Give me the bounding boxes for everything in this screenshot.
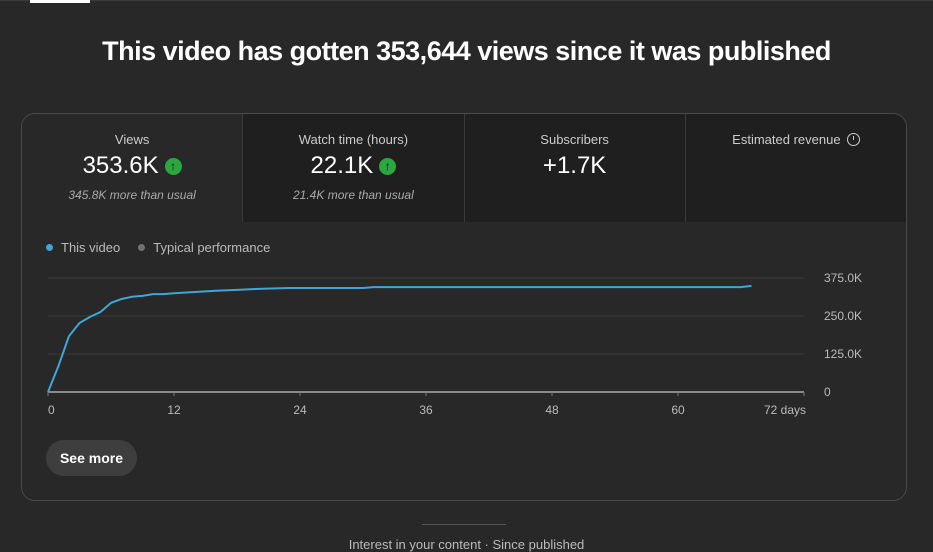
metric-value: +1.7K bbox=[542, 152, 607, 179]
metric-tab-subscribers[interactable]: Subscribers +1.7K bbox=[464, 114, 686, 222]
legend-label: This video bbox=[61, 240, 121, 255]
legend-dot bbox=[138, 244, 146, 251]
series-line-this-video bbox=[47, 284, 752, 393]
section-divider bbox=[422, 524, 506, 525]
x-tick-label: 12 bbox=[167, 403, 181, 417]
y-tick-label: 250.0K bbox=[824, 309, 862, 323]
legend-label: Typical performance bbox=[153, 240, 271, 255]
metric-comparison: 345.8K more than usual bbox=[68, 188, 196, 202]
legend-this-video: This video bbox=[46, 240, 120, 255]
views-chart: 0 125.0K 250.0K 375.0K 0 12 24 36 48 60 72 days bbox=[47, 271, 862, 417]
arrow-up-icon: ↑ bbox=[164, 157, 182, 175]
arrow-up-icon: ↑ bbox=[379, 157, 397, 175]
legend-typical: Typical performance bbox=[138, 240, 270, 255]
page-title: This video has gotten 353,644 views sinc… bbox=[102, 36, 831, 66]
top-divider bbox=[0, 0, 933, 1]
see-more-button[interactable]: See more bbox=[46, 440, 137, 476]
metric-tabs: Views 353.6K ↑ 345.8K more than usual Wat… bbox=[22, 114, 906, 222]
y-tick-label: 0 bbox=[824, 385, 831, 399]
next-section-title: Interest in your content · Since publish… bbox=[348, 537, 585, 552]
x-tick-label: 36 bbox=[419, 403, 433, 417]
y-tick-label: 125.0K bbox=[824, 347, 862, 361]
metric-label: Subscribers bbox=[540, 132, 609, 147]
metric-comparison: 21.4K more than usual bbox=[293, 188, 414, 202]
y-tick-label: 375.0K bbox=[824, 271, 862, 285]
x-tick-label: 72 days bbox=[764, 403, 806, 417]
performance-card: Views 353.6K ↑ 345.8K more than usual Wat… bbox=[21, 113, 907, 501]
metric-tab-revenue[interactable]: Estimated revenue bbox=[685, 114, 906, 222]
metric-label: Views bbox=[114, 132, 150, 147]
clock-icon bbox=[846, 133, 860, 146]
legend-dot bbox=[46, 244, 53, 251]
active-tab-indicator bbox=[30, 0, 90, 3]
metric-value: 22.1K bbox=[310, 152, 374, 179]
metric-tab-watch-time[interactable]: Watch time (hours) 22.1K ↑ 21.4K more tha… bbox=[243, 114, 465, 222]
metric-tab-views[interactable]: Views 353.6K ↑ 345.8K more than usual bbox=[22, 114, 244, 222]
x-tick-label: 48 bbox=[545, 403, 559, 417]
x-tick-label: 0 bbox=[48, 403, 55, 417]
metric-value: 353.6K bbox=[82, 152, 159, 179]
chart-legend: This video Typical performance bbox=[46, 240, 270, 255]
metric-label: Watch time (hours) bbox=[298, 132, 409, 147]
metric-label: Estimated revenue bbox=[732, 132, 841, 147]
x-tick-label: 24 bbox=[293, 403, 307, 417]
x-tick-label: 60 bbox=[671, 403, 685, 417]
